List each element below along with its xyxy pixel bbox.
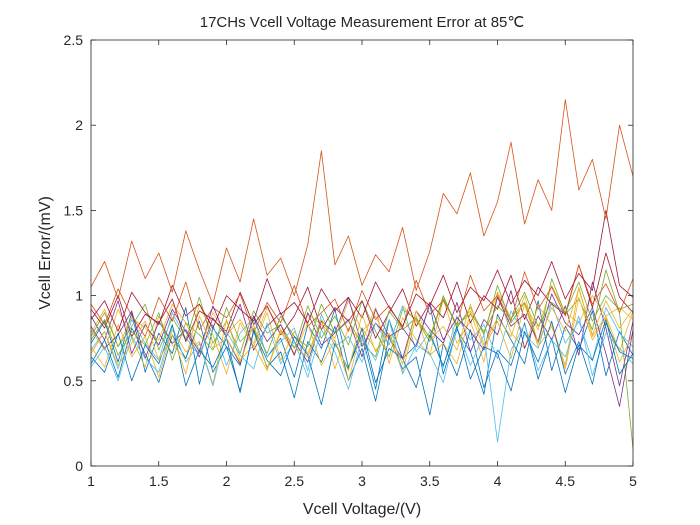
y-tick-label: 0: [75, 458, 83, 474]
series-line-7: [90, 252, 634, 343]
y-tick-label: 0.5: [64, 373, 84, 389]
series-line-17: [90, 288, 634, 375]
chart-title: 17CHs Vcell Voltage Measurement Error at…: [200, 14, 525, 31]
series-line-13: [90, 315, 634, 443]
x-axis-label: Vcell Voltage/(V): [303, 501, 421, 518]
series-layer: [90, 99, 634, 450]
plot-area: [91, 40, 633, 466]
y-axis-label: Vcell Error/(mV): [37, 196, 54, 310]
series-line-15: [90, 320, 634, 406]
x-tick-label: 1: [87, 473, 95, 489]
y-tick-label: 2.5: [64, 32, 84, 48]
x-tick-label: 3.5: [420, 473, 440, 489]
x-tick-label: 1.5: [149, 473, 169, 489]
x-tick-label: 3: [358, 473, 366, 489]
x-tick-label: 2.5: [285, 473, 305, 489]
series-line-4: [90, 281, 634, 387]
series-line-9: [90, 264, 634, 337]
series-line-3: [90, 286, 634, 375]
y-tick-label: 1.5: [64, 202, 84, 218]
y-tick-label: 1: [75, 288, 83, 304]
ticks-layer: 1 1.5 2 2.5 3 3.5 4 4.5 5 0 0.5 1 1.5 2 2.5: [64, 32, 638, 489]
x-tick-label: 5: [629, 473, 637, 489]
x-tick-label: 4: [494, 473, 502, 489]
x-tick-label: 2: [223, 473, 231, 489]
series-line-2: [90, 284, 634, 356]
series-line-14: [90, 209, 634, 332]
series-line-12: [90, 281, 634, 361]
y-tick-label: 2: [75, 117, 83, 133]
x-tick-label: 4.5: [556, 473, 576, 489]
series-line-6: [90, 301, 634, 372]
series-line-16: [90, 99, 634, 305]
